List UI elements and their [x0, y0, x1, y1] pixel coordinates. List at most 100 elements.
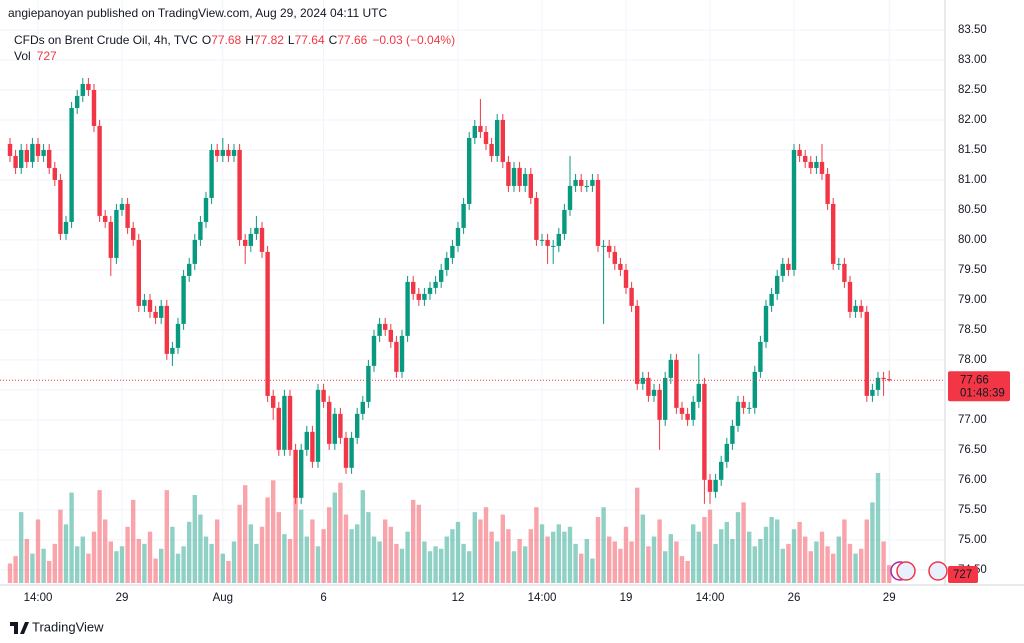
candle-body — [136, 239, 141, 306]
y-tick-label: 81.00 — [958, 174, 987, 186]
last-price-box — [948, 371, 1010, 402]
candle-body — [455, 227, 461, 246]
candle-body — [819, 161, 825, 174]
volume-bar — [63, 524, 69, 583]
candle-body — [696, 383, 701, 402]
volume-bar — [136, 539, 141, 583]
candle-body — [360, 401, 365, 414]
volume-bar — [69, 492, 74, 583]
volume-bar — [427, 551, 433, 583]
volume-bar — [315, 546, 321, 583]
candle-body — [327, 401, 332, 444]
volume-bar — [797, 521, 802, 583]
x-tick-label: 14:00 — [696, 592, 725, 604]
low-value: 77.64 — [295, 33, 325, 47]
volume-bar — [679, 556, 685, 583]
volume-bar — [103, 519, 108, 583]
volume-bar — [730, 539, 735, 583]
volume-bar — [786, 543, 791, 583]
grid — [0, 0, 945, 585]
candle-body — [271, 395, 276, 408]
candle-body — [63, 221, 69, 234]
volume-bar — [450, 529, 455, 583]
candle-body — [511, 167, 517, 186]
volume-bar — [590, 558, 595, 583]
volume-bar — [489, 531, 494, 583]
volume-bar — [511, 551, 517, 583]
volume-bar — [859, 548, 864, 583]
candle-body — [394, 341, 399, 372]
candle-body — [349, 437, 354, 468]
candle-body — [489, 143, 494, 156]
volume-bar — [243, 485, 248, 583]
candle-body — [416, 293, 421, 300]
legend-ohlc: CFDs on Brent Crude Oil, 4h, TVC O77.68 H7… — [14, 33, 455, 47]
volume-bar — [170, 526, 175, 583]
candle-body — [405, 281, 410, 336]
candle-body — [646, 377, 651, 396]
candle-body — [825, 173, 830, 204]
published-line: angiepanoyan published on TradingView.co… — [8, 6, 387, 20]
candle-body — [551, 245, 556, 247]
countdown: 01:48:39 — [960, 387, 1005, 399]
volume-bar — [338, 482, 343, 583]
volume-bar — [231, 541, 237, 583]
candle-body — [259, 227, 265, 252]
volume-bar — [153, 558, 158, 583]
volume-bar — [304, 536, 309, 583]
candle-body — [254, 227, 259, 234]
candle-body — [814, 161, 819, 168]
candle-body — [383, 323, 388, 330]
candle-body — [338, 413, 343, 438]
volume-bar — [7, 563, 13, 583]
candle-body — [842, 263, 847, 282]
candle-body — [618, 263, 623, 270]
volume-bar — [125, 526, 130, 583]
candle-body — [601, 245, 606, 247]
x-tick-label: 14:00 — [24, 592, 53, 604]
candle-body — [523, 173, 528, 186]
volume-bar — [142, 543, 147, 583]
candle-body — [439, 269, 444, 282]
volume-bar — [108, 541, 113, 583]
candle-body — [287, 395, 293, 450]
volume-bar — [741, 502, 746, 583]
candle-body — [769, 293, 774, 306]
candle-body — [450, 245, 455, 258]
candle-body — [58, 179, 63, 234]
volume-bar — [539, 524, 545, 583]
volume-bar — [870, 502, 875, 583]
x-tick-label: 6 — [320, 592, 326, 604]
volume-bar — [506, 529, 511, 583]
candle-body — [567, 185, 573, 210]
x-tick-label: 29 — [116, 592, 129, 604]
volume-bar — [556, 524, 561, 583]
candle-body — [131, 227, 136, 240]
candle-body — [887, 379, 892, 381]
candle-body — [198, 221, 203, 240]
volume-bar — [254, 543, 259, 583]
volume-bar — [814, 541, 819, 583]
candle-body — [153, 311, 158, 318]
volume-bar — [394, 543, 399, 583]
volume-bar — [237, 504, 242, 583]
event-icon[interactable] — [896, 561, 916, 581]
candle-body — [836, 263, 841, 265]
y-tick-label: 79.50 — [958, 264, 987, 276]
candle-body — [343, 437, 349, 468]
event-icon[interactable] — [928, 561, 948, 581]
volume-bar — [831, 553, 836, 583]
close-label: C — [329, 33, 338, 47]
symbol-title: CFDs on Brent Crude Oil, 4h, TVC — [14, 33, 198, 47]
volume-bar — [573, 543, 578, 583]
candle-body — [237, 149, 242, 240]
candle-body — [730, 425, 735, 444]
volume-value: 727 — [37, 49, 57, 63]
x-tick-label: 14:00 — [528, 592, 557, 604]
volume-bar — [265, 497, 270, 583]
volume-bar — [310, 519, 315, 583]
candle-body — [691, 401, 696, 420]
volume-bar — [80, 536, 85, 583]
volume-bar — [293, 495, 298, 583]
